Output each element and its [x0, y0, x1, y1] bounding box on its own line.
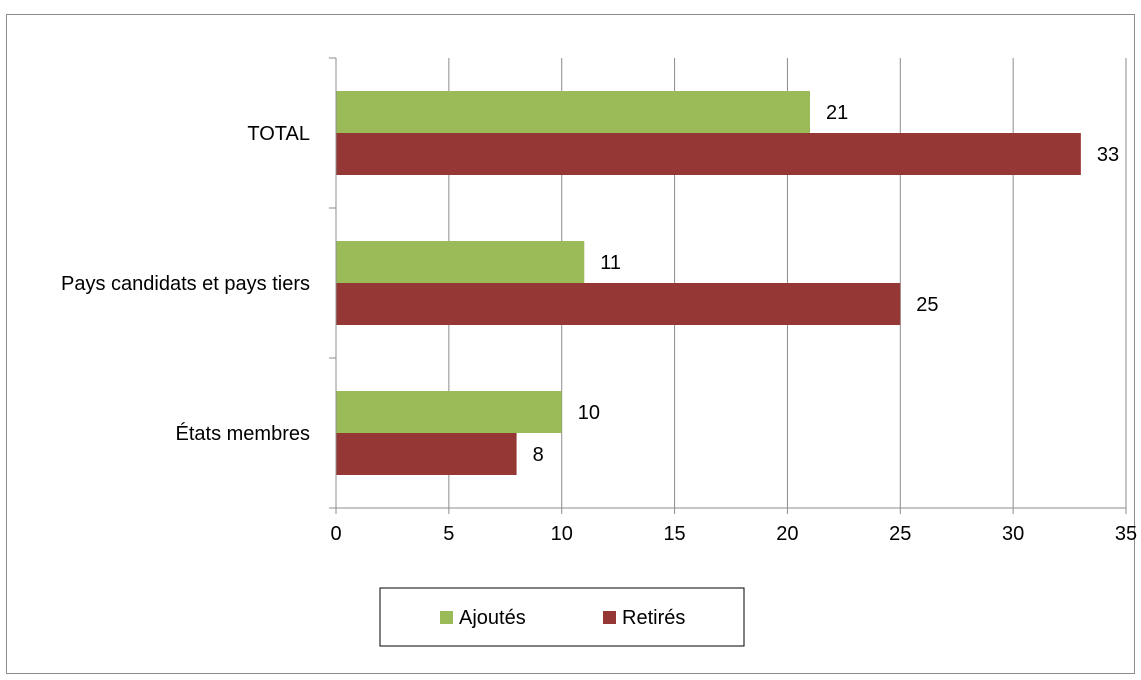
data-label: 25 — [916, 294, 938, 316]
x-tick-label: 0 — [330, 523, 341, 545]
bar-retirés — [336, 283, 901, 325]
legend-swatch-ajoutés — [440, 611, 453, 624]
data-label: 10 — [578, 402, 600, 424]
legend-label: Ajoutés — [459, 607, 526, 629]
legend-label: Retirés — [622, 607, 685, 629]
x-tick-label: 5 — [443, 523, 454, 545]
category-label: TOTAL — [247, 123, 310, 145]
category-label: Pays candidats et pays tiers — [61, 273, 310, 295]
bar-ajoutés — [336, 91, 810, 133]
x-tick-label: 20 — [776, 523, 798, 545]
bars — [336, 91, 1081, 475]
x-tick-label: 30 — [1002, 523, 1024, 545]
bar-ajoutés — [336, 391, 562, 433]
legend: Ajoutés Retirés — [379, 587, 745, 647]
legend-swatch-retirés — [603, 611, 616, 624]
x-tick-label: 15 — [663, 523, 685, 545]
x-tick-label: 10 — [551, 523, 573, 545]
x-tick-label: 25 — [889, 523, 911, 545]
data-label: 33 — [1097, 144, 1119, 166]
bar-retirés — [336, 433, 517, 475]
labels: 0 5 10 15 20 25 30 35 TOTAL 21 33 Pays candidats et… — [61, 102, 1137, 545]
x-tick-label: 35 — [1115, 523, 1137, 545]
axes — [329, 57, 1127, 514]
bar-ajoutés — [336, 241, 585, 283]
data-label: 21 — [826, 102, 848, 124]
legend-box — [379, 587, 745, 647]
bar-retirés — [336, 133, 1081, 175]
data-label: 11 — [600, 252, 621, 274]
category-label: États membres — [176, 422, 310, 445]
data-label: 8 — [533, 444, 544, 466]
